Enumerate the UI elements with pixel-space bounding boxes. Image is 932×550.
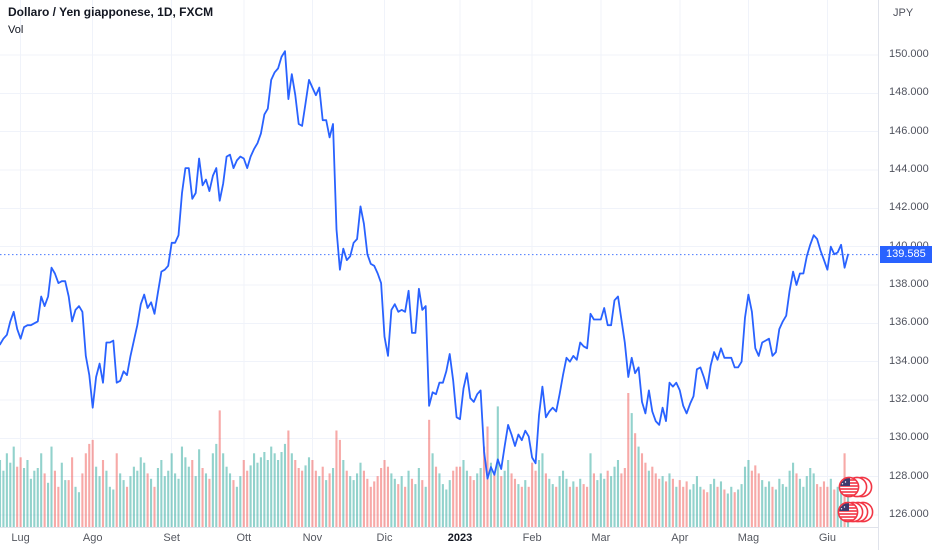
- symbol-logos-icon-bottom: [837, 501, 874, 523]
- time-tick-label-feb: Feb: [522, 532, 542, 544]
- time-axis[interactable]: Lug Ago Set Ott Nov Dic 2023 Feb Mar Apr Mag Giu: [0, 527, 932, 550]
- price-axis[interactable]: JPY 139.585 150.000 148.000 146.000 144.000…: [878, 0, 932, 550]
- time-tick-label-mar: Mar: [591, 532, 611, 544]
- us-flag-icon: [839, 503, 857, 521]
- price-tick-label: 142.000: [889, 201, 929, 214]
- time-tick-label-nov: Nov: [302, 532, 323, 544]
- time-tick-label-set: Set: [163, 532, 180, 544]
- price-tick-label: 144.000: [889, 163, 929, 175]
- volume-bars: [0, 393, 850, 527]
- time-tick-label-apr: Apr: [671, 532, 689, 544]
- price-line: [0, 50, 849, 480]
- time-tick-label-lug: Lug: [11, 532, 30, 544]
- volume-indicator-label: Vol: [8, 24, 24, 36]
- price-tick-label: 150.000: [889, 48, 929, 60]
- price-tick-label: 130.000: [889, 431, 929, 444]
- time-tick-label-ott: Ott: [236, 532, 252, 544]
- currency-label: JPY: [893, 7, 914, 19]
- price-tick-label: 132.000: [889, 393, 929, 405]
- time-tick-label-dic: Dic: [376, 532, 393, 544]
- time-tick-label-ago: Ago: [82, 532, 103, 544]
- symbol-logos-icon-top: [838, 476, 873, 498]
- us-flag-icon: [840, 478, 858, 496]
- symbol-title: Dollaro / Yen giapponese, 1D, FXCM: [8, 5, 214, 19]
- price-tick-label: 138.000: [889, 278, 929, 290]
- time-tick-label-2023: 2023: [447, 532, 473, 544]
- price-tick-label: 126.000: [889, 508, 929, 520]
- price-tick-label: 128.000: [889, 469, 929, 482]
- time-tick-label-mag: Mag: [737, 532, 760, 544]
- price-tick-label: 148.000: [889, 86, 929, 99]
- price-tick-label: 146.000: [889, 124, 929, 137]
- grid: [0, 0, 878, 527]
- last-price-badge: 139.585: [880, 246, 932, 264]
- chart-legend: Dollaro / Yen giapponese, 1D, FXCM Vol: [8, 5, 213, 37]
- price-tick-label: 134.000: [889, 354, 929, 367]
- time-tick-label-giu: Giu: [818, 532, 836, 544]
- price-tick-label: 136.000: [889, 316, 929, 329]
